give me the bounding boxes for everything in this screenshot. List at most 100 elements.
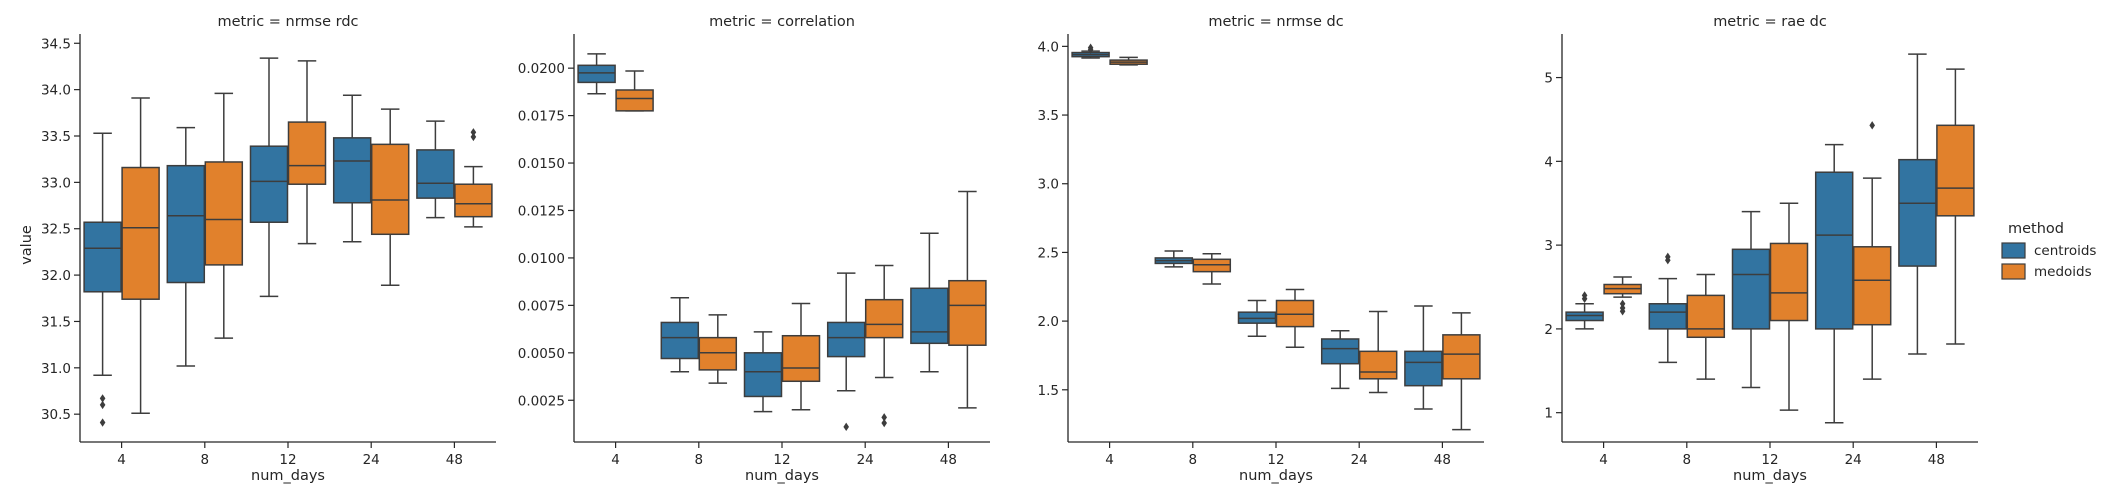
box-medoids-8 <box>698 314 738 384</box>
y-tick-label: 32.0 <box>41 268 71 284</box>
box-iqr <box>1686 294 1726 339</box>
box-medoids-48 <box>948 190 987 409</box>
y-tick-label: 33.5 <box>41 129 71 145</box>
box-centroids-8 <box>660 297 700 373</box>
panel-title: metric = nrmse dc <box>1208 14 1343 30</box>
x-tick-label: 12 <box>1267 452 1284 468</box>
y-tick-label: 0.0175 <box>518 109 565 125</box>
panel-metric-correlation: metric = correlation 0.0025 0.0050 0.0075 0.… <box>518 14 990 484</box>
box-iqr <box>1442 334 1481 380</box>
box-iqr <box>826 321 866 358</box>
legend-label-medoids: medoids <box>2034 264 2092 280</box>
box-medoids-4 <box>121 97 160 415</box>
x-tick-label: 24 <box>1845 452 1862 468</box>
box-iqr <box>1769 242 1809 322</box>
y-tick-label: 34.5 <box>41 36 71 52</box>
box-iqr <box>249 145 289 223</box>
box-centroids-12 <box>1237 299 1277 337</box>
box-medoids-12 <box>1769 202 1809 411</box>
box-medoids-24 <box>864 264 904 428</box>
box-iqr <box>1648 303 1688 330</box>
box-iqr <box>416 149 455 199</box>
outlier-point <box>470 132 477 142</box>
x-tick-label: 8 <box>695 452 704 468</box>
outlier-point <box>99 394 106 403</box>
box-iqr <box>1358 350 1398 380</box>
y-tick-label: 0.0100 <box>518 251 565 267</box>
y-tick-label: 33.0 <box>41 175 71 191</box>
box-centroids-12 <box>249 57 289 298</box>
box-centroids-4 <box>83 132 122 427</box>
box-medoids-24 <box>370 108 410 287</box>
box-iqr <box>83 221 122 293</box>
box-iqr <box>1731 248 1771 330</box>
box-medoids-8 <box>204 92 244 339</box>
x-tick-label: 8 <box>1683 452 1692 468</box>
y-tick-label: 0.0150 <box>518 156 565 172</box>
box-centroids-24 <box>1320 329 1360 390</box>
outlier-point <box>99 418 106 427</box>
x-axis-title: num_days <box>1733 468 1807 484</box>
x-axis-title: num_days <box>251 468 325 484</box>
x-tick-label: 12 <box>1761 452 1778 468</box>
y-tick-label: 0.0075 <box>518 298 565 314</box>
box-centroids-8 <box>166 126 206 367</box>
box-iqr <box>1404 350 1443 387</box>
outlier-point <box>1581 294 1588 303</box>
box-iqr <box>166 164 206 284</box>
box-iqr <box>204 161 244 266</box>
outlier-point <box>470 128 477 137</box>
panel-title: metric = correlation <box>709 14 855 30</box>
box-iqr <box>743 352 783 398</box>
legend-title: method <box>2008 221 2064 237</box>
y-tick-label: 2 <box>1544 322 1553 338</box>
outlier-point <box>1869 121 1875 130</box>
y-tick-label: 1.5 <box>1038 383 1059 399</box>
x-tick-label: 8 <box>1189 452 1198 468</box>
x-tick-label: 48 <box>446 452 463 468</box>
outlier-point <box>881 413 887 422</box>
box-medoids-48 <box>1442 312 1481 431</box>
box-medoids-24 <box>1358 310 1398 394</box>
box-iqr <box>660 321 700 360</box>
y-tick-label: 2.0 <box>1038 314 1059 330</box>
y-tick-label: 5 <box>1544 71 1553 87</box>
x-tick-label: 4 <box>1105 452 1114 468</box>
y-tick-label: 30.5 <box>41 407 71 423</box>
y-tick-label: 34.0 <box>41 83 71 99</box>
outlier-point <box>881 418 887 428</box>
legend-label-centroids: centroids <box>2034 243 2096 259</box>
box-iqr <box>370 143 410 236</box>
x-tick-label: 24 <box>1351 452 1368 468</box>
y-tick-label: 31.5 <box>41 314 71 330</box>
box-iqr <box>287 121 327 185</box>
panel-title: metric = nrmse rdc <box>217 14 358 30</box>
box-centroids-48 <box>910 232 949 373</box>
box-iqr <box>1852 246 1892 326</box>
box-iqr <box>1898 158 1937 267</box>
box-iqr <box>948 279 987 346</box>
outlier-point <box>1619 307 1626 316</box>
box-medoids-8 <box>1686 273 1726 380</box>
x-tick-label: 12 <box>279 452 296 468</box>
box-iqr <box>577 64 616 84</box>
x-tick-label: 24 <box>363 452 380 468</box>
y-tick-label: 31.0 <box>41 361 71 377</box>
y-tick-label: 3.0 <box>1038 177 1059 193</box>
box-centroids-24 <box>826 272 866 432</box>
box-centroids-4 <box>1071 43 1110 59</box>
legend: method centroids medoids <box>2001 221 2096 280</box>
x-tick-label: 12 <box>773 452 790 468</box>
legend-swatch-medoids <box>2001 263 2026 280</box>
box-iqr <box>454 183 493 218</box>
box-centroids-48 <box>1404 305 1443 410</box>
y-tick-label: 32.5 <box>41 222 71 238</box>
box-centroids-4 <box>577 53 616 95</box>
y-tick-label: 0.0050 <box>518 346 565 362</box>
y-tick-label: 1 <box>1544 406 1553 422</box>
box-iqr <box>698 336 738 371</box>
y-tick-label: 2.5 <box>1038 245 1059 261</box>
outlier-point <box>843 422 849 432</box>
